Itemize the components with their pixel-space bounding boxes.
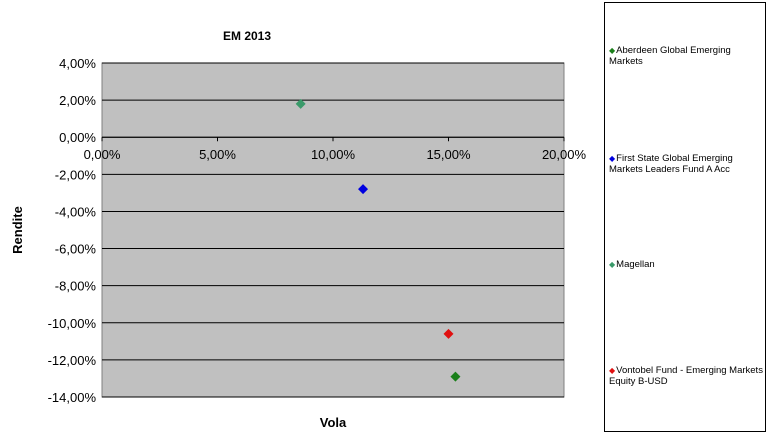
- y-tick-label: 2,00%: [59, 93, 96, 108]
- x-tick-labels: 0,00% 5,00% 10,00% 15,00% 20,00%: [84, 137, 587, 162]
- x-tick-label: 5,00%: [199, 147, 236, 162]
- legend-label: First State Global Emerging Markets Lead…: [609, 153, 733, 175]
- x-axis-label: Vola: [320, 415, 347, 430]
- data-point: [450, 371, 461, 382]
- data-points: [295, 98, 461, 382]
- y-axis-label: Rendite: [10, 206, 25, 254]
- legend-marker-icon: ◆: [609, 46, 616, 55]
- legend-item-first-state: ◆First State Global Emerging Markets Lea…: [609, 153, 765, 175]
- legend-item-aberdeen: ◆Aberdeen Global Emerging Markets: [609, 45, 765, 67]
- y-tick-label: -10,00%: [48, 316, 97, 331]
- legend: ◆Aberdeen Global Emerging Markets ◆First…: [604, 2, 766, 432]
- y-tick-labels: 4,00% 2,00% 0,00% -2,00% -4,00% -6,00% -8,00% -…: [48, 56, 97, 405]
- y-tick-label: -2,00%: [55, 167, 97, 182]
- y-tick-label: -8,00%: [55, 279, 97, 294]
- plot-area: [101, 62, 565, 398]
- legend-item-magellan: ◆Magellan: [609, 259, 765, 270]
- y-tick-label: -4,00%: [55, 204, 97, 219]
- y-tick-label: 4,00%: [59, 56, 96, 71]
- data-point: [358, 184, 369, 195]
- x-tick-label: 20,00%: [542, 147, 587, 162]
- data-point: [443, 328, 454, 339]
- chart-title: EM 2013: [223, 29, 271, 43]
- y-tick-label: -6,00%: [55, 242, 97, 257]
- legend-label: Vontobel Fund - Emerging Markets Equity …: [609, 365, 763, 387]
- legend-label: Magellan: [616, 259, 655, 270]
- x-tick-label: 0,00%: [84, 147, 121, 162]
- data-point: [295, 98, 306, 109]
- legend-label: Aberdeen Global Emerging Markets: [609, 45, 731, 67]
- scatter-chart: EM 2013 0,00% 5,00% 10,00% 15,00% 20,00% 4,0…: [10, 29, 587, 430]
- y-tick-label: -12,00%: [48, 353, 97, 368]
- x-tick-label: 10,00%: [311, 147, 356, 162]
- legend-item-vontobel: ◆Vontobel Fund - Emerging Markets Equity…: [609, 365, 765, 387]
- legend-marker-icon: ◆: [609, 260, 616, 269]
- legend-marker-icon: ◆: [609, 154, 616, 163]
- y-tick-label: 0,00%: [59, 130, 96, 145]
- x-tick-label: 15,00%: [426, 147, 471, 162]
- y-tick-label: -14,00%: [48, 390, 97, 405]
- legend-marker-icon: ◆: [609, 366, 616, 375]
